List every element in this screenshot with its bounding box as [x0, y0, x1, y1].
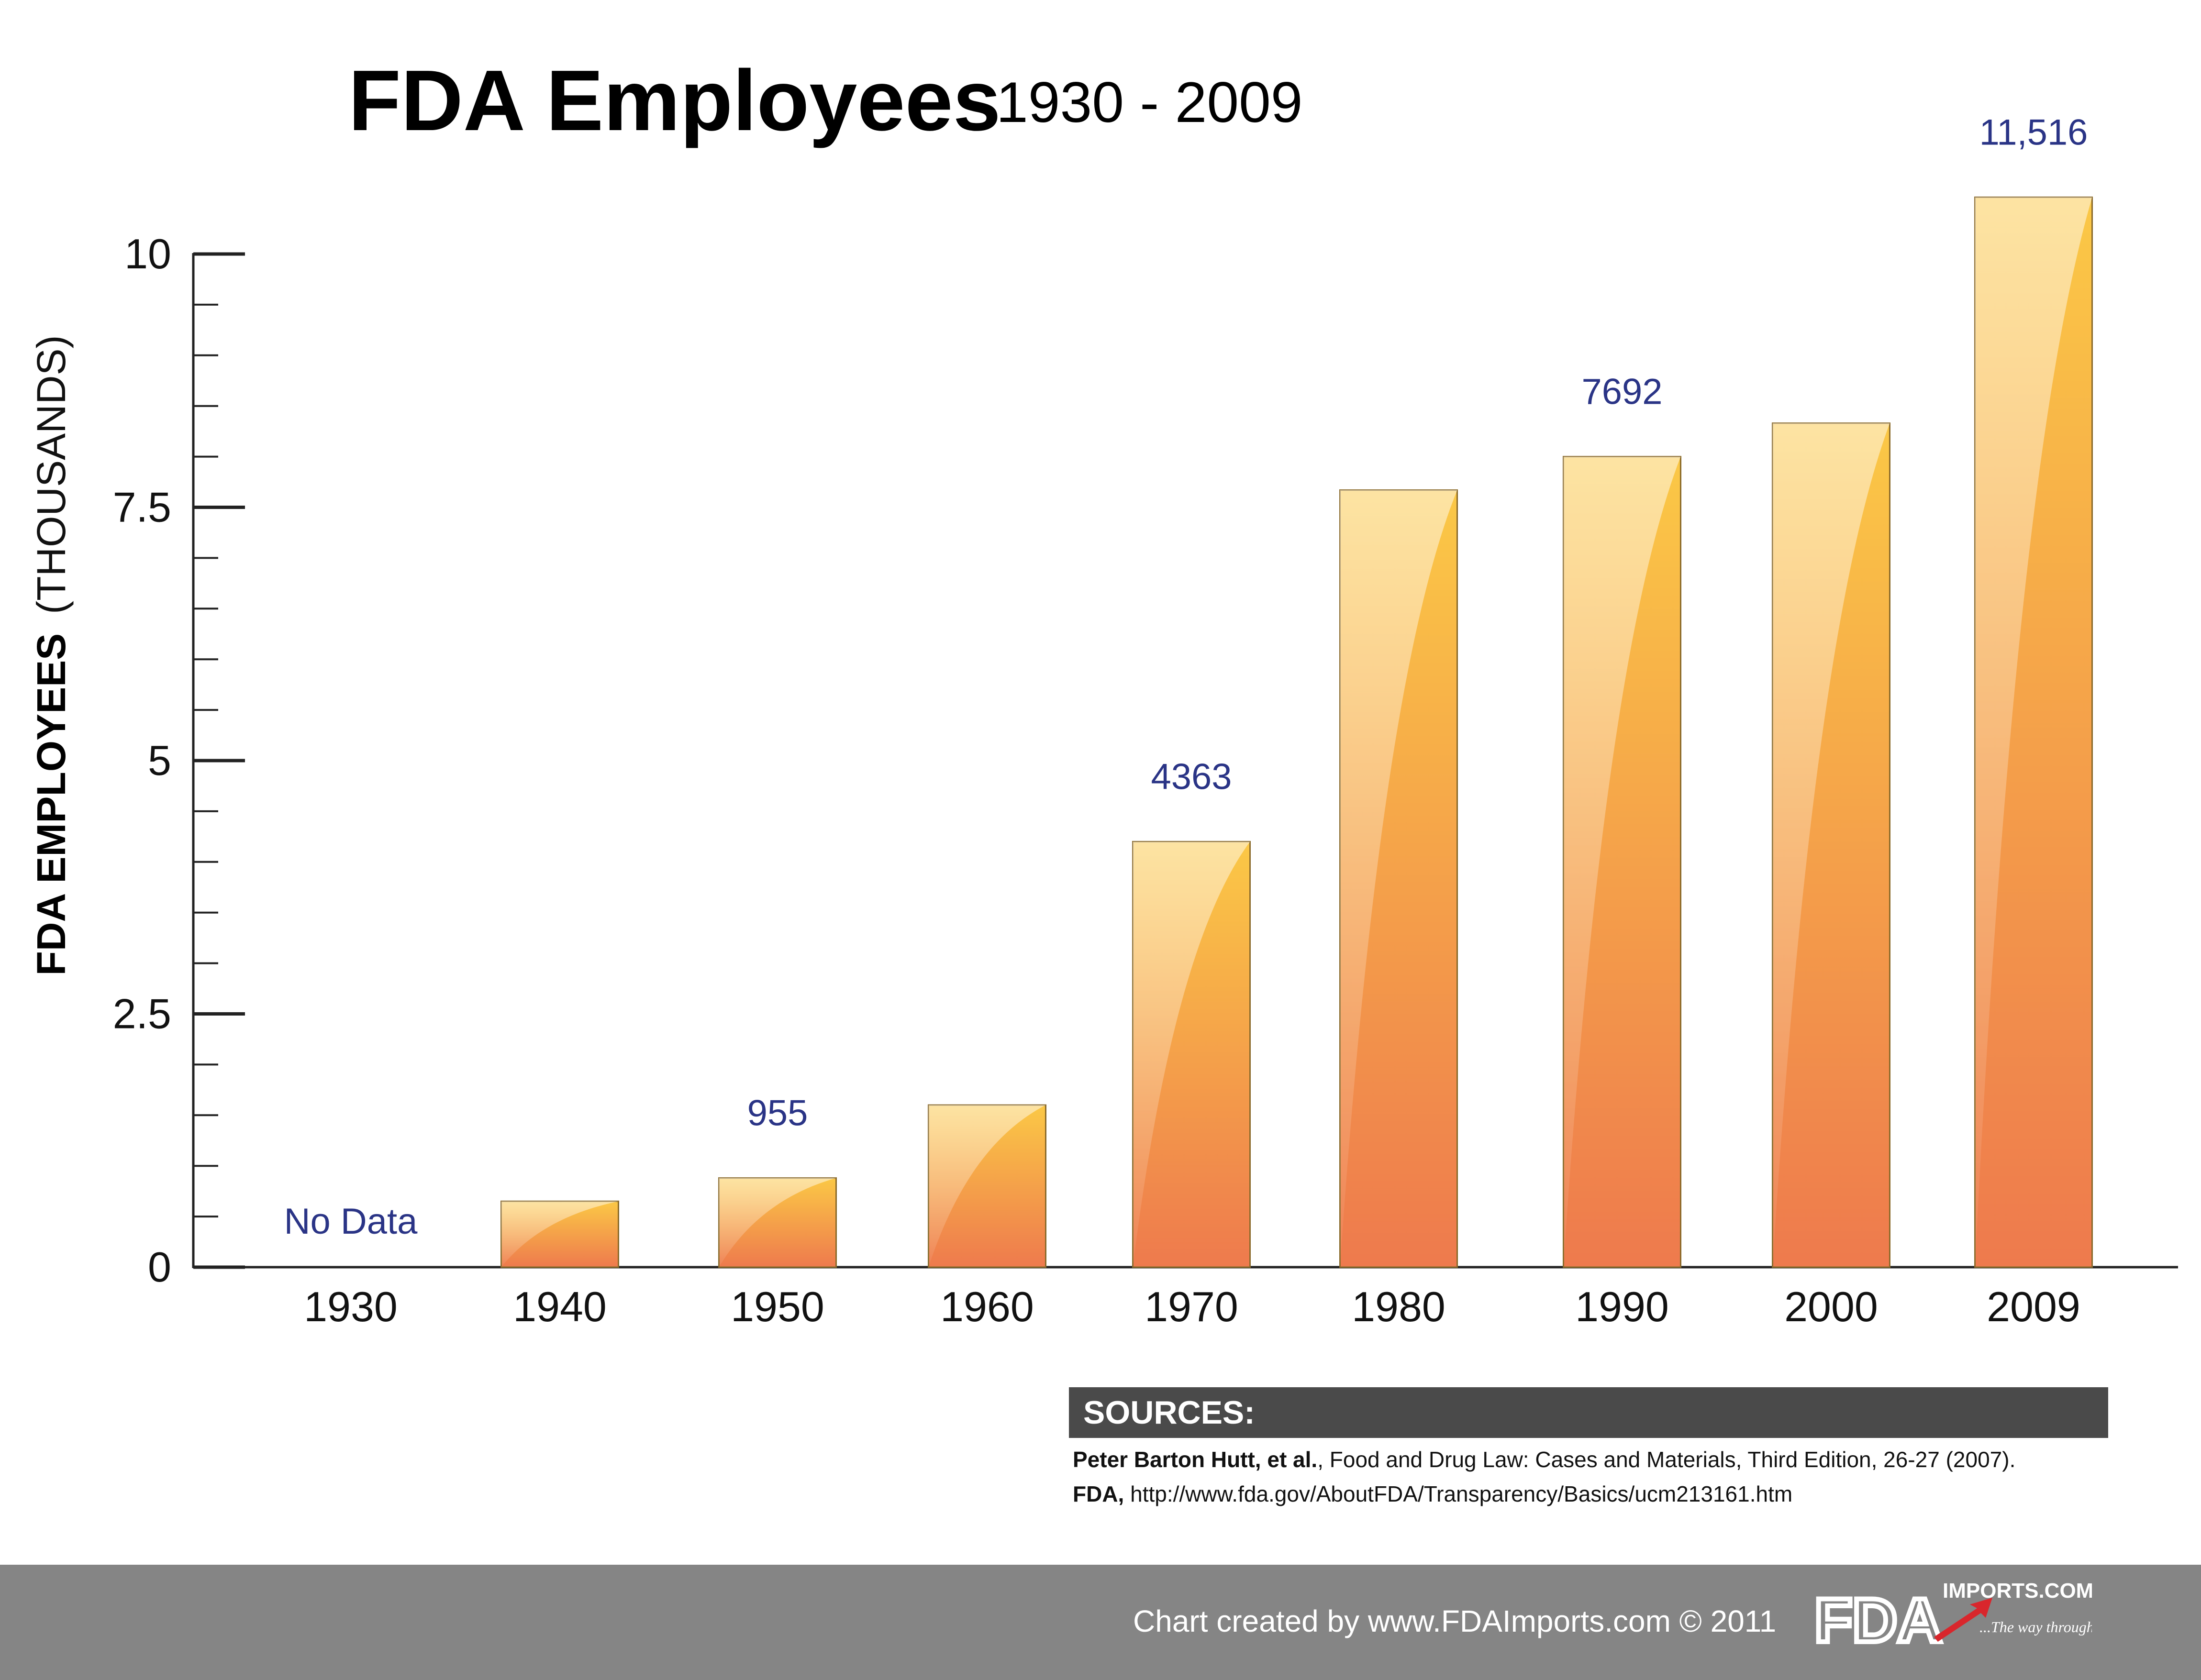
bar-highlight: [719, 1178, 836, 1267]
fdaimports-logo: FDA IMPORTS.COM ...The way through: [1814, 1579, 2092, 1656]
logo-fda-text: FDA: [1814, 1585, 1942, 1655]
sources-panel: SOURCES: Peter Barton Hutt, et al., Food…: [1069, 1387, 2108, 1507]
data-label: 11,516: [1979, 112, 2088, 153]
data-label: 4363: [1151, 756, 1232, 797]
bar-highlight: [1133, 841, 1250, 1267]
bar-highlight: [1975, 197, 2092, 1267]
source-line-2: FDA, http://www.fda.gov/AboutFDA/Transpa…: [1069, 1481, 2108, 1507]
x-tick-label: 1990: [1575, 1283, 1669, 1330]
footer-bar: [0, 1565, 2201, 1680]
sources-heading: SOURCES:: [1069, 1387, 2108, 1438]
source-author: Peter Barton Hutt, et al.: [1073, 1447, 1318, 1472]
data-label: 7692: [1581, 372, 1662, 412]
labels: 1930 No Data 1940 1950 955 1960 1970 4363 1980 19…: [284, 112, 2088, 1330]
chart-subtitle: 1930 - 2009: [996, 70, 1303, 134]
y-tick-label: 10: [124, 230, 171, 277]
source-url: http://www.fda.gov/AboutFDA/Transparency…: [1124, 1481, 1793, 1506]
x-tick-label: 1980: [1352, 1283, 1445, 1330]
chart-title: FDA Employees: [348, 53, 1001, 149]
logo-tagline: ...The way through: [1979, 1618, 2092, 1636]
y-tick-label: 7.5: [113, 484, 171, 531]
bar-highlight: [1563, 456, 1681, 1267]
bar-highlight: [1340, 490, 1457, 1267]
bars: [500, 196, 2093, 1268]
y-tick-label: 5: [148, 737, 171, 784]
data-label: 955: [747, 1093, 808, 1134]
source-line-1: Peter Barton Hutt, et al., Food and Drug…: [1069, 1447, 2108, 1472]
y-axis-label-units: (THOUSANDS): [29, 335, 74, 614]
svg-text:FDA EMPLOYEES(THOUSANDS): FDA EMPLOYEES (THOUSANDS): [29, 335, 74, 976]
x-tick-label: 1970: [1145, 1283, 1238, 1330]
bar-highlight: [1772, 423, 1890, 1267]
chart: FDA Employees 1930 - 2009 FDA EMPLOYEES (…: [29, 53, 2178, 1330]
footer-credit: Chart created by www.FDAImports.com © 20…: [1133, 1604, 1777, 1638]
source-agency: FDA,: [1073, 1481, 1124, 1506]
x-tick-label: 1960: [940, 1283, 1034, 1330]
x-tick-label: 1950: [731, 1283, 824, 1330]
logo-imports-text: IMPORTS.COM: [1943, 1579, 2092, 1603]
bar-highlight: [501, 1201, 619, 1267]
y-tick-label: 0: [148, 1243, 171, 1291]
y-axis-label-bold: FDA EMPLOYEES: [29, 633, 74, 976]
x-tick-label: 2009: [1987, 1283, 2080, 1330]
y-axis-label: FDA EMPLOYEES (THOUSANDS): [29, 335, 74, 976]
source-citation: , Food and Drug Law: Cases and Materials…: [1317, 1447, 2016, 1472]
bar-highlight: [928, 1105, 1046, 1267]
data-label: No Data: [284, 1201, 418, 1242]
x-tick-label: 1930: [304, 1283, 398, 1330]
x-tick-label: 1940: [513, 1283, 607, 1330]
y-tick-label: 2.5: [113, 990, 171, 1038]
logo-arrow-icon: [1934, 1598, 1992, 1642]
x-tick-label: 2000: [1784, 1283, 1878, 1330]
